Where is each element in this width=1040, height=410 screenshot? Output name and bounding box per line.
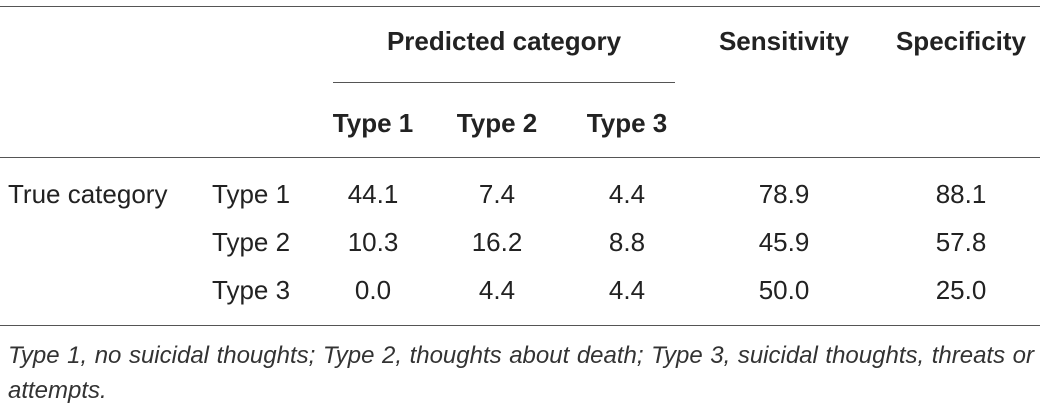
table-footnote: Type 1, no suicidal thoughts; Type 2, th… [8, 342, 1034, 404]
row-label: Type 1 [212, 179, 291, 209]
row-label: Type 2 [212, 227, 291, 257]
table-cell: 88.1 [935, 179, 987, 209]
table-cell: 8.8 [608, 227, 646, 257]
table-cell: 10.3 [347, 227, 399, 257]
column-header-type3: Type 3 [586, 108, 668, 138]
row-label: Type 3 [212, 275, 291, 305]
table-cell: 50.0 [758, 275, 810, 305]
table-cell: 45.9 [758, 227, 810, 257]
table-cell: 4.4 [608, 179, 646, 209]
column-header-type1: Type 1 [332, 108, 414, 138]
true-category-label: True category [8, 179, 168, 209]
table-cell: 25.0 [935, 275, 987, 305]
sensitivity-header: Sensitivity [718, 26, 850, 56]
column-header-type2: Type 2 [456, 108, 538, 138]
table-cell: 16.2 [471, 227, 523, 257]
table-cell: 78.9 [758, 179, 810, 209]
table-cell: 44.1 [347, 179, 399, 209]
table-bottom-rule [0, 325, 1040, 326]
top-rule [0, 6, 1040, 7]
table-cell: 7.4 [478, 179, 516, 209]
specificity-header: Specificity [895, 26, 1027, 56]
table-cell: 4.4 [608, 275, 646, 305]
predicted-group-rule [333, 82, 675, 83]
table-cell: 4.4 [478, 275, 516, 305]
table-cell: 57.8 [935, 227, 987, 257]
table-cell: 0.0 [354, 275, 392, 305]
predicted-category-header: Predicted category [386, 26, 622, 56]
header-bottom-rule [0, 157, 1040, 158]
